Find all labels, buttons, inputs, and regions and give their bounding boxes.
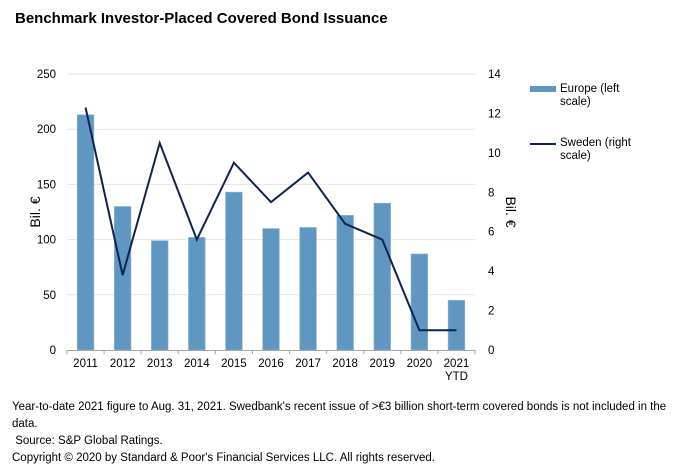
- x-axis-ticks: 2011 2012 2013 2014 2015 2016 2017 2018 2019 2020…: [73, 358, 469, 383]
- x-tick-label: 2012: [110, 358, 136, 370]
- x-tick-label: 2020: [407, 358, 433, 370]
- right-tick-label: 8: [488, 187, 494, 199]
- x-tick-label: 2015: [221, 358, 247, 370]
- legend-label-europe-1: Europe (left: [560, 83, 619, 96]
- notes: Year-to-date 2021 figure to Aug. 31, 202…: [12, 399, 679, 467]
- right-tick-label: 14: [488, 69, 501, 81]
- left-tick-label: 250: [37, 69, 56, 81]
- left-tick-label: 150: [37, 179, 56, 191]
- bar-europe-2011: [77, 115, 94, 350]
- x-tick-label: 2018: [332, 358, 358, 370]
- bar-europe-2017: [300, 227, 317, 350]
- bar-europe-2020: [411, 254, 428, 350]
- note-source: Source: S&P Global Ratings.: [12, 433, 679, 450]
- bar-europe-2013: [151, 241, 168, 350]
- x-tick-label: 2013: [147, 358, 173, 370]
- left-tick-label: 50: [43, 290, 56, 302]
- x-tick-label: 2016: [258, 358, 284, 370]
- legend-label-sweden-1: Sweden (right: [560, 137, 631, 150]
- right-tick-label: 2: [488, 306, 494, 318]
- axes: [67, 350, 475, 354]
- legend-label-sweden-2: scale): [560, 150, 631, 163]
- x-tick-label: YTD: [445, 371, 468, 383]
- x-tick-label: 2021: [444, 358, 470, 370]
- right-tick-label: 12: [488, 108, 501, 120]
- right-tick-label: 0: [488, 345, 494, 357]
- x-tick-label: 2017: [295, 358, 321, 370]
- right-axis-label: Bil. €: [503, 196, 519, 227]
- bar-europe-2018: [337, 215, 354, 350]
- legend-item-europe: Europe (left scale): [560, 83, 619, 109]
- note-ytd: Year-to-date 2021 figure to Aug. 31, 202…: [12, 399, 679, 433]
- right-tick-label: 4: [488, 266, 495, 278]
- x-tick-label: 2011: [73, 358, 98, 370]
- legend-label-europe-2: scale): [560, 96, 619, 109]
- right-axis-ticks: 0 2 4 6 8 10 12 14: [488, 69, 501, 357]
- bar-europe-2019: [374, 203, 391, 350]
- left-axis-label: Bil. €: [27, 196, 43, 227]
- bar-europe-2012: [114, 206, 131, 350]
- legend-swatch-europe: [530, 86, 556, 92]
- bar-europe-2014: [188, 237, 205, 350]
- left-tick-label: 0: [50, 345, 56, 357]
- x-tick-label: 2019: [369, 358, 395, 370]
- left-tick-label: 100: [37, 235, 56, 247]
- note-copyright: Copyright © 2020 by Standard & Poor's Fi…: [12, 450, 679, 467]
- legend-item-sweden: Sweden (right scale): [560, 137, 631, 163]
- bar-europe-2021-ytd: [448, 300, 465, 350]
- right-tick-label: 6: [488, 227, 494, 239]
- chart-svg: 0 50 100 150 200 250 0 2 4 6 8 10 12 14 2011 2012 2013…: [0, 0, 679, 400]
- right-tick-label: 10: [488, 148, 501, 160]
- bar-europe-2015: [226, 192, 243, 350]
- legend-swatch-sweden: [530, 143, 556, 145]
- bar-europe-2016: [263, 229, 280, 350]
- x-tick-label: 2014: [184, 358, 210, 370]
- left-tick-label: 200: [37, 124, 56, 136]
